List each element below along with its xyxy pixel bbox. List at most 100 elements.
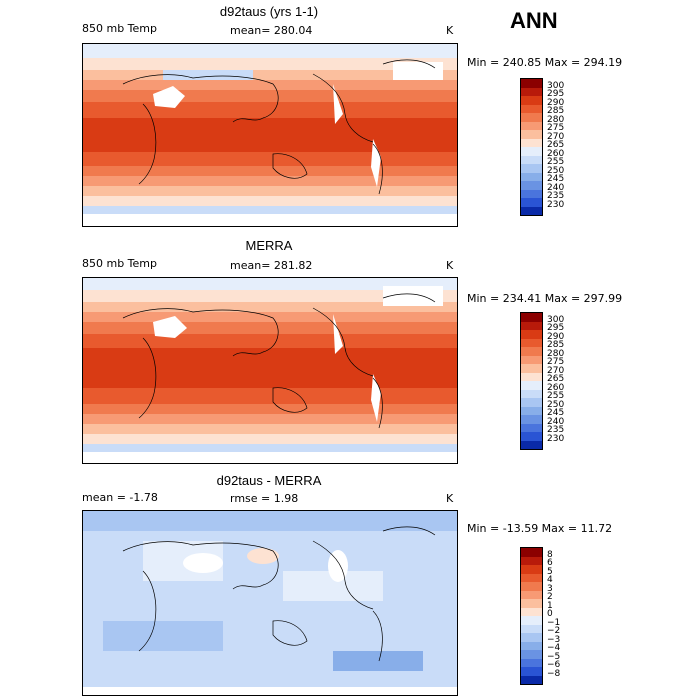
colorbar-tick-label: 270 [547, 365, 565, 376]
colorbar-tick-label: 260 [547, 382, 565, 393]
panel1-variable: 850 mb Temp [82, 22, 158, 35]
colorbar-tick-label: 245 [547, 408, 565, 418]
colorbar-tick-label: 245 [547, 174, 565, 184]
colorbar-segment [521, 641, 542, 650]
colorbar-tick-label: 300 [547, 80, 565, 91]
colorbar-segment [521, 607, 542, 616]
colorbar-segment [521, 79, 542, 88]
colorbar-tick-label: 255 [547, 391, 565, 401]
colorbar-tick-label: 275 [547, 357, 565, 367]
colorbar-segment [521, 96, 542, 105]
panel1-title: d92taus (yrs 1-1) [219, 4, 319, 19]
panel2-mean: mean= 281.82 [230, 259, 313, 272]
panel1-mean: mean= 280.04 [230, 24, 313, 37]
colorbar-tick-label: −3 [547, 634, 561, 645]
panel3-title: d92taus - MERRA [216, 473, 322, 488]
panel2-units: K [446, 259, 454, 272]
colorbar-segment [521, 616, 542, 625]
colorbar-tick-label: 275 [547, 123, 565, 133]
colorbar-segment [521, 667, 542, 676]
colorbar-tick-label: 250 [547, 399, 565, 410]
colorbar-segment [521, 164, 542, 173]
colorbar-tick-label: −5 [547, 651, 561, 662]
panel1-colorbar [520, 78, 543, 216]
panel1-minmax: Min = 240.85 Max = 294.19 [467, 56, 623, 69]
colorbar-segment [521, 321, 542, 330]
colorbar-segment [521, 113, 542, 122]
colorbar-segment [521, 355, 542, 364]
panel3-rmse: rmse = 1.98 [230, 492, 299, 505]
colorbar-segment [521, 121, 542, 130]
colorbar-tick-label: 235 [547, 191, 565, 201]
panel2-title: MERRA [245, 238, 293, 253]
colorbar-segment [521, 330, 542, 339]
colorbar-segment [521, 440, 542, 449]
colorbar-segment [521, 189, 542, 198]
colorbar-segment [521, 372, 542, 381]
colorbar-tick-label: 280 [547, 114, 565, 125]
colorbar-segment [521, 313, 542, 322]
colorbar-tick-label: 290 [547, 97, 565, 108]
colorbar-tick-label: 285 [547, 106, 565, 116]
colorbar-segment [521, 658, 542, 667]
colorbar-tick-label: 270 [547, 131, 565, 142]
colorbar-segment [521, 582, 542, 591]
colorbar-tick-label: 230 [547, 199, 565, 210]
colorbar-segment [521, 172, 542, 181]
colorbar-tick-label: 4 [547, 575, 553, 585]
colorbar-segment [521, 198, 542, 207]
colorbar-tick-label: 6 [547, 558, 553, 568]
colorbar-segment [521, 130, 542, 139]
colorbar-segment [521, 155, 542, 164]
colorbar-segment [521, 624, 542, 633]
colorbar-segment [521, 406, 542, 415]
colorbar-tick-label: 295 [547, 323, 565, 333]
colorbar-tick-label: 265 [547, 140, 565, 150]
colorbar-tick-label: −1 [547, 617, 561, 628]
colorbar-tick-label: 255 [547, 157, 565, 167]
colorbar-segment [521, 650, 542, 659]
panel2-variable: 850 mb Temp [82, 257, 158, 270]
colorbar-tick-label: −4 [547, 643, 561, 653]
colorbar-segment [521, 423, 542, 432]
colorbar-segment [521, 565, 542, 574]
colorbar-tick-label: 240 [547, 182, 565, 193]
colorbar-tick-label: 230 [547, 433, 565, 444]
colorbar-tick-label: 235 [547, 425, 565, 435]
colorbar-tick-label: 265 [547, 374, 565, 384]
panel3-mean: mean = -1.78 [82, 491, 158, 504]
colorbar-tick-label: 295 [547, 89, 565, 99]
panel3-minmax: Min = -13.59 Max = 11.72 [467, 522, 613, 535]
panel2-minmax: Min = 234.41 Max = 297.99 [467, 292, 623, 305]
colorbar-tick-label: 280 [547, 348, 565, 359]
panel1-units: K [446, 24, 454, 37]
colorbar-segment [521, 181, 542, 190]
colorbar-segment [521, 599, 542, 608]
colorbar-segment [521, 338, 542, 347]
panel3-colorbar [520, 547, 543, 685]
colorbar-tick-label: 240 [547, 416, 565, 427]
colorbar-segment [521, 590, 542, 599]
colorbar-tick-label: 0 [547, 609, 553, 619]
colorbar-segment [521, 389, 542, 398]
panel2-colorbar [520, 312, 543, 450]
colorbar-segment [521, 573, 542, 582]
colorbar-tick-label: 3 [547, 583, 553, 594]
colorbar-tick-label: 290 [547, 331, 565, 342]
panel1-map [82, 43, 458, 227]
colorbar-segment [521, 556, 542, 565]
colorbar-segment [521, 398, 542, 407]
colorbar-tick-label: 8 [547, 549, 553, 560]
colorbar-segment [521, 675, 542, 684]
colorbar-tick-label: −8 [547, 668, 561, 679]
colorbar-segment [521, 633, 542, 642]
colorbar-segment [521, 432, 542, 441]
season-label: ANN [510, 8, 558, 33]
colorbar-segment [521, 415, 542, 424]
colorbar-tick-label: 5 [547, 566, 553, 577]
colorbar-tick-label: 285 [547, 340, 565, 350]
colorbar-segment [521, 347, 542, 356]
colorbar-tick-label: 250 [547, 165, 565, 176]
colorbar-segment [521, 104, 542, 113]
panel2-map [82, 277, 458, 464]
